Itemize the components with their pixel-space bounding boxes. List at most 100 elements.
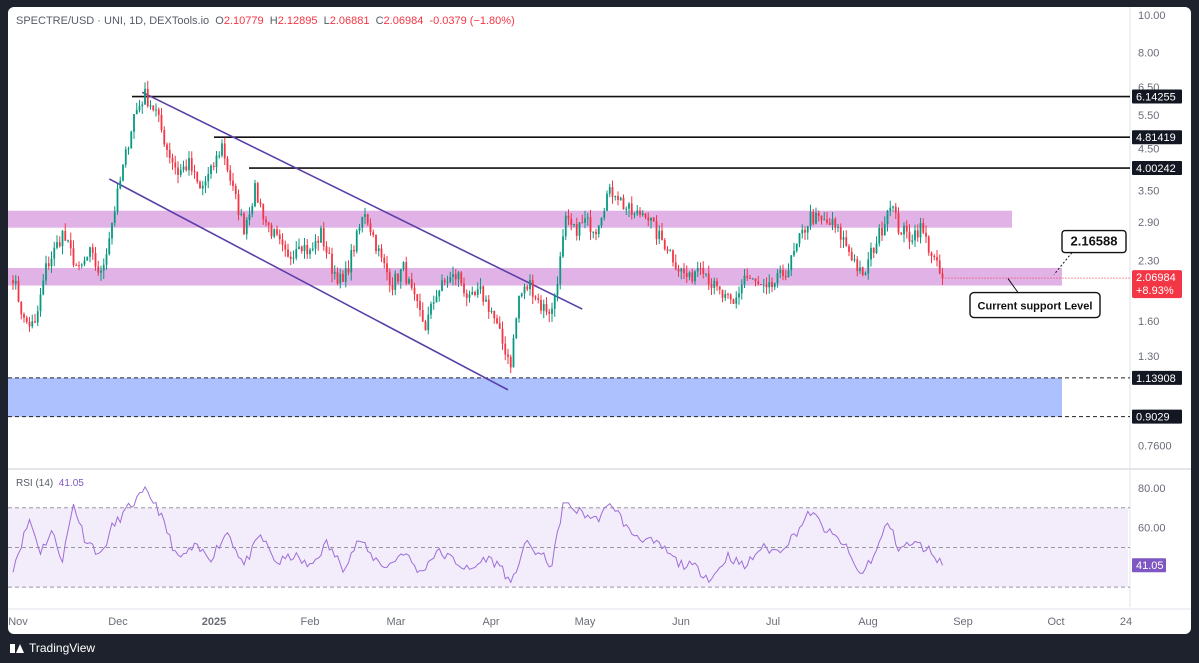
time-tick-label: 24 bbox=[1120, 616, 1132, 628]
candle-body bbox=[790, 255, 793, 271]
candle-body bbox=[718, 286, 721, 290]
candle-body bbox=[300, 246, 303, 252]
candle-body bbox=[853, 259, 856, 261]
candle-body bbox=[405, 262, 408, 284]
candle-body bbox=[47, 263, 50, 267]
support-value-box bbox=[1061, 229, 1127, 254]
candle-body bbox=[391, 285, 394, 290]
candle-body bbox=[633, 213, 636, 215]
candle-body bbox=[757, 281, 760, 285]
candle-body bbox=[509, 356, 512, 368]
candle-body bbox=[97, 266, 100, 273]
candle-body bbox=[878, 227, 881, 244]
candle-body bbox=[573, 223, 575, 226]
candle-body bbox=[490, 311, 493, 313]
candle-body bbox=[188, 158, 190, 171]
candle-body bbox=[883, 224, 886, 236]
candle-body bbox=[834, 219, 837, 228]
time-tick-label: Oct bbox=[1047, 616, 1064, 628]
candle-body bbox=[388, 272, 391, 286]
candle-body bbox=[584, 218, 586, 223]
candle-body bbox=[331, 253, 333, 274]
candle-body bbox=[155, 109, 157, 111]
candle-body bbox=[639, 210, 641, 215]
candle-body bbox=[474, 291, 476, 295]
candle-body bbox=[265, 219, 267, 223]
annotation-box bbox=[969, 291, 1101, 319]
rsi-line bbox=[12, 485, 943, 584]
candle-body bbox=[531, 280, 534, 297]
candle-body bbox=[256, 183, 259, 203]
rsi-title: RSI (14) 41.05 bbox=[16, 478, 84, 489]
candle-body bbox=[562, 236, 564, 257]
candle-body bbox=[281, 239, 284, 245]
candle-body bbox=[749, 277, 751, 279]
candle-body bbox=[116, 188, 119, 212]
candle-body bbox=[655, 221, 658, 240]
candle-body bbox=[644, 213, 647, 218]
candle-body bbox=[28, 321, 31, 327]
demand-price-tag bbox=[1132, 370, 1182, 385]
candle-body bbox=[218, 155, 221, 157]
candle-body bbox=[364, 214, 366, 218]
chart-svg[interactable]: 10.008.006.505.504.503.502.902.301.601.3… bbox=[8, 7, 1191, 634]
candle-body bbox=[20, 301, 23, 315]
candle-body bbox=[493, 311, 496, 319]
candle-body bbox=[795, 243, 798, 251]
candle-body bbox=[221, 143, 223, 156]
candle-body bbox=[886, 210, 889, 225]
candle-body bbox=[927, 236, 930, 253]
candle-body bbox=[366, 214, 369, 224]
candle-body bbox=[12, 280, 14, 284]
candle-body bbox=[504, 343, 507, 355]
candle-body bbox=[674, 262, 677, 270]
candle-body bbox=[105, 254, 108, 265]
candle-body bbox=[36, 311, 39, 323]
demand-price-tag bbox=[1132, 409, 1182, 424]
candle-body bbox=[386, 263, 388, 273]
candle-body bbox=[468, 294, 471, 298]
price-tick-label: 5.50 bbox=[1138, 110, 1159, 122]
channel-layer bbox=[108, 91, 583, 391]
candle-body bbox=[67, 240, 69, 242]
candle-body bbox=[630, 203, 633, 215]
candle-body bbox=[146, 88, 149, 107]
candle-body bbox=[248, 214, 251, 220]
candle-body bbox=[185, 166, 188, 171]
candle-body bbox=[677, 269, 680, 272]
candle-body bbox=[39, 294, 42, 312]
candle-body bbox=[328, 252, 331, 254]
candle-body bbox=[820, 215, 823, 220]
candle-body bbox=[782, 269, 784, 277]
candle-body bbox=[611, 187, 614, 197]
rsi-layer bbox=[8, 485, 1130, 588]
candle-body bbox=[856, 259, 859, 272]
candle-body bbox=[149, 105, 152, 107]
candle-body bbox=[325, 246, 328, 253]
candle-body bbox=[740, 284, 743, 294]
candle-body bbox=[663, 240, 666, 250]
candle-body bbox=[575, 223, 578, 236]
time-tick-label: Jul bbox=[766, 616, 780, 628]
candle-body bbox=[779, 269, 782, 274]
candle-body bbox=[735, 297, 738, 304]
candle-body bbox=[765, 284, 768, 288]
candle-body bbox=[89, 247, 91, 257]
rsi-tick-label: 60.00 bbox=[1138, 523, 1166, 535]
candle-body bbox=[688, 272, 691, 278]
candle-body bbox=[608, 187, 611, 194]
candle-body bbox=[229, 170, 232, 181]
candle-body bbox=[377, 248, 380, 251]
candle-body bbox=[34, 321, 36, 323]
price-tick-label: 4.50 bbox=[1138, 143, 1159, 155]
candle-body bbox=[578, 222, 581, 236]
candle-body bbox=[691, 272, 694, 282]
candle-body bbox=[867, 259, 870, 274]
candle-body bbox=[311, 248, 314, 250]
candle-body bbox=[113, 211, 116, 223]
candle-body bbox=[119, 180, 122, 189]
candle-body bbox=[875, 243, 878, 253]
candle-body bbox=[463, 283, 465, 294]
candle-body bbox=[617, 196, 619, 200]
